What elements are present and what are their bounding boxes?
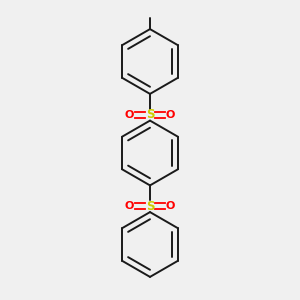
Text: O: O bbox=[125, 110, 134, 120]
Text: O: O bbox=[166, 110, 175, 120]
Text: O: O bbox=[125, 201, 134, 211]
Text: S: S bbox=[146, 108, 154, 121]
Text: S: S bbox=[146, 200, 154, 213]
Text: O: O bbox=[166, 201, 175, 211]
